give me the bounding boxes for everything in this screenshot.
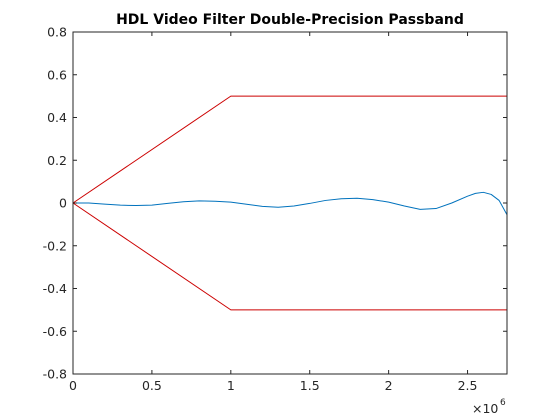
y-tick-label: 0.8 (47, 25, 67, 40)
x-tick-label: 1 (227, 378, 235, 393)
y-tick-label: 0.6 (47, 67, 67, 82)
x-tick-label: 0 (69, 378, 77, 393)
y-tick-label: 0.4 (47, 110, 67, 125)
y-tick-label: -0.8 (43, 367, 67, 382)
y-tick-label: 0.2 (47, 153, 67, 168)
x-tick-label: 1.5 (300, 378, 320, 393)
chart-title: HDL Video Filter Double-Precision Passba… (116, 12, 464, 28)
axes-box (72, 31, 508, 375)
y-tick-label: 0 (59, 196, 67, 211)
x-tick-label: 0.5 (142, 378, 162, 393)
y-tick-label: -0.4 (43, 281, 67, 296)
x-multiplier-base: ×10 (472, 401, 498, 416)
series-line-1 (73, 191, 508, 216)
series-line-3 (72, 202, 507, 311)
x-multiplier-exponent: 6 (500, 398, 506, 408)
x-axis-multiplier: ×10 6 (472, 398, 506, 416)
series-line-2 (72, 95, 507, 204)
y-tick-label: -0.6 (43, 324, 67, 339)
plot-lines (72, 95, 508, 311)
x-tick-label: 2.5 (458, 378, 478, 393)
y-tick-label: -0.2 (43, 238, 67, 253)
x-tick-label: 2 (385, 378, 393, 393)
axis-ticks: 0 0.5 1 1.5 2 2.5 -0.8 -0.6 -0.4 -0.2 0 0.2 0.4 0.6 0.… (43, 25, 507, 393)
